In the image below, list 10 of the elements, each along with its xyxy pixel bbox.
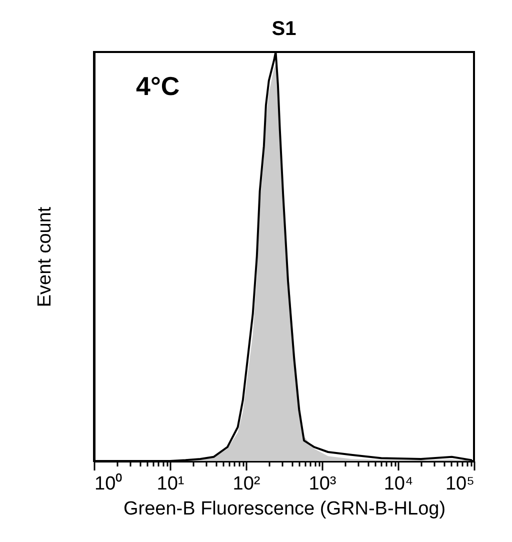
annotation: 4°C xyxy=(136,71,180,101)
x-tick-label: 10⁵ xyxy=(445,474,474,494)
x-tick-label: 10³ xyxy=(308,474,336,494)
chart-title: S1 xyxy=(272,18,296,40)
x-tick-label: 10² xyxy=(232,474,260,494)
x-axis-title: Green-B Fluorescence (GRN-B-HLog) xyxy=(123,498,446,520)
x-tick-label: 10⁰ xyxy=(94,472,123,494)
x-tick-label: 10¹ xyxy=(156,474,184,494)
y-axis-title: Event count xyxy=(34,206,56,308)
x-tick-label: 10⁴ xyxy=(384,474,414,494)
